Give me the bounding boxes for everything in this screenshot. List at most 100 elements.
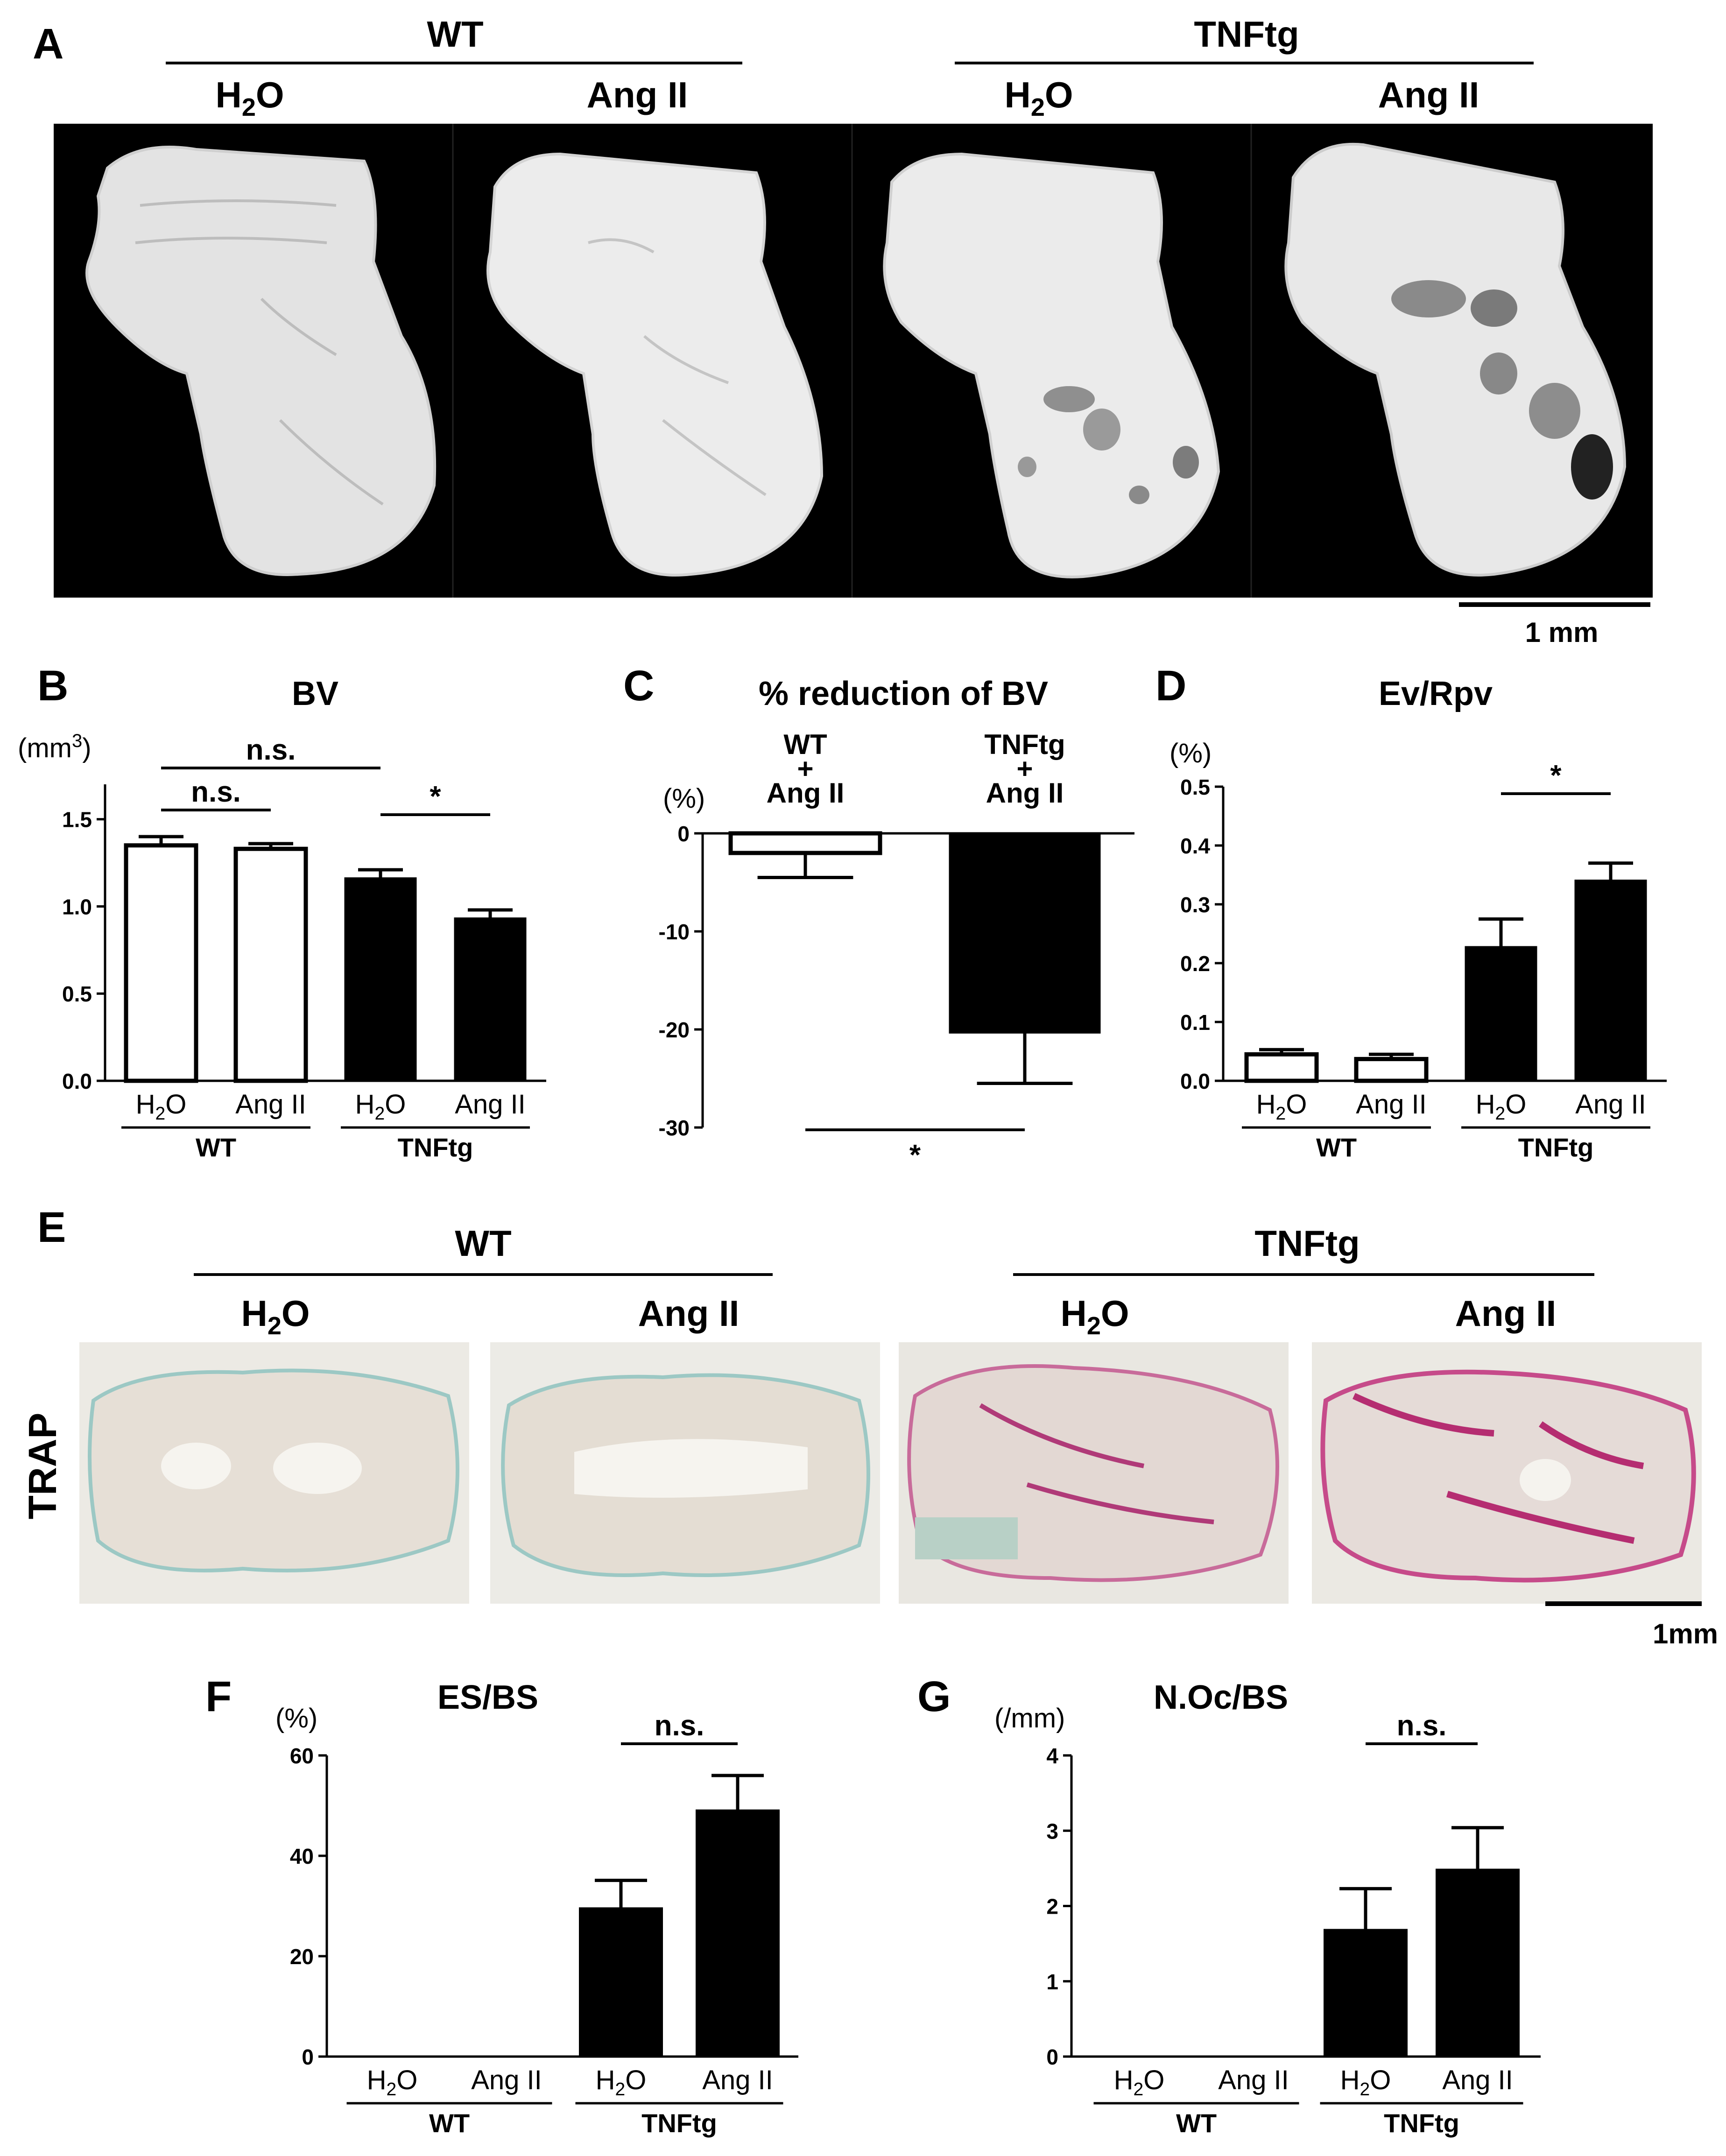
chart-d-group-label: WT — [1316, 1133, 1357, 1162]
chart-g-xtick-label: Ang II — [1218, 2065, 1289, 2095]
chart-g-xtick-label: H2O — [1340, 2065, 1391, 2100]
bone-wt-h2o — [85, 146, 437, 576]
chart-c-sig-label: * — [909, 1139, 921, 1171]
chart-d-bar — [1574, 880, 1647, 1082]
chart-b-bar — [124, 843, 198, 1083]
scale-bar-e-label: 1mm — [1653, 1618, 1718, 1649]
panel-e-label-h2o-1: H2O — [241, 1293, 310, 1340]
chart-f-xtick-label: Ang II — [702, 2065, 773, 2095]
chart-b-ytick-label: 1.0 — [62, 895, 92, 919]
chart-b-bar — [233, 846, 308, 1083]
chart-d-sig-label: * — [1550, 760, 1562, 792]
panel-b-letter: B — [37, 662, 68, 710]
panel-a-label-ang-2: Ang II — [1378, 74, 1479, 115]
chart-f-ytick-label: 60 — [290, 1744, 314, 1768]
panel-a: A WT TNFtg H2O Ang II H2O Ang II — [33, 14, 1653, 648]
chart-f-xtick-label: H2O — [367, 2065, 418, 2100]
panel-a-letter: A — [33, 20, 63, 68]
chart-d-ytick-label: 0.5 — [1180, 775, 1210, 799]
chart-b-xtick-label: Ang II — [455, 1089, 526, 1120]
chart-b-sig-label: n.s. — [246, 734, 296, 766]
chart-c-category-label: TNFtg — [984, 729, 1065, 760]
chart-c-title: % reduction of BV — [759, 675, 1048, 712]
panel-c-letter: C — [623, 662, 654, 710]
chart-f-group-label: WT — [429, 2108, 470, 2138]
chart-c-ytick-label: -30 — [659, 1116, 690, 1140]
scale-bar-a-label: 1 mm — [1525, 617, 1599, 648]
chart-d-xtick-label: H2O — [1476, 1089, 1527, 1124]
chart-b-ylabel: (mm3) — [18, 731, 92, 763]
chart-d-ytick-label: 0.2 — [1180, 951, 1210, 976]
chart-c-ytick-label: -20 — [659, 1018, 690, 1042]
chart-b-title: BV — [292, 675, 338, 712]
chart-f-bar — [579, 1907, 663, 2058]
bone-tnftg-ang — [1284, 142, 1627, 577]
chart-d-ylabel: (%) — [1169, 738, 1212, 768]
chart-f-ytick-label: 0 — [302, 2045, 314, 2069]
chart-b-sig-label: n.s. — [191, 776, 241, 808]
chart-b: B BV (mm3) 0.0 0.5 1.0 1.5 n.s.n.s. * H2O Ang II H2… — [18, 662, 546, 1162]
bone-tnftg-h2o — [883, 152, 1220, 578]
panel-f-letter: F — [205, 1673, 232, 1720]
panel-a-label-h2o-1: H2O — [215, 74, 284, 121]
chart-c-category-label: WT — [783, 729, 827, 760]
chart-c-ytick-label: -10 — [659, 920, 690, 944]
chart-b-ytick-label: 0.0 — [62, 1069, 92, 1093]
chart-d-ytick-label: 0.3 — [1180, 893, 1210, 917]
chart-c-ytick-label: 0 — [677, 822, 690, 846]
panel-a-label-h2o-2: H2O — [1004, 74, 1073, 121]
chart-d-ytick-label: 0.0 — [1180, 1069, 1210, 1093]
panel-e-group-wt: WT — [455, 1223, 511, 1264]
chart-b-xtick-label: Ang II — [235, 1089, 306, 1120]
chart-c-category-label: Ang II — [767, 777, 845, 809]
chart-d-xtick-label: H2O — [1256, 1089, 1307, 1124]
chart-g-ytick-label: 2 — [1046, 1895, 1058, 1919]
chart-g-xtick-label: H2O — [1114, 2065, 1165, 2100]
chart-g-group-label: WT — [1176, 2108, 1217, 2138]
chart-d-title: Ev/Rpv — [1379, 675, 1493, 712]
chart-d-ytick-label: 0.1 — [1180, 1010, 1210, 1035]
chart-d-bar — [1465, 946, 1537, 1082]
chart-d-xtick-label: Ang II — [1356, 1089, 1427, 1120]
chart-f-group-label: TNFtg — [641, 2108, 717, 2138]
chart-g-ytick-label: 4 — [1046, 1744, 1058, 1768]
chart-c-bar — [949, 832, 1101, 1034]
chart-g-ytick-label: 1 — [1046, 1970, 1058, 1994]
chart-f-ytick-label: 40 — [290, 1844, 314, 1868]
chart-d-xtick-label: Ang II — [1575, 1089, 1646, 1120]
chart-c: C% reduction of BV(%)0-10-20-30*WT+Ang I… — [623, 662, 1134, 1171]
bone-wt-ang — [486, 152, 824, 577]
chart-g-xtick-label: Ang II — [1442, 2065, 1513, 2095]
panel-g-letter: G — [917, 1673, 951, 1720]
chart-g-bar — [1324, 1929, 1408, 2058]
chart-g-group-label: TNFtg — [1384, 2108, 1459, 2138]
chart-b-bar — [454, 917, 527, 1082]
panel-d-letter: D — [1155, 662, 1186, 710]
chart-g: G N.Oc/BS (/mm) 0 1 2 3 4 n.s. H2O Ang II H2O Ang II… — [917, 1673, 1541, 2138]
chart-c-category-label: Ang II — [986, 777, 1064, 809]
chart-f-ytick-label: 20 — [290, 1945, 314, 1969]
chart-b-xtick-label: H2O — [355, 1089, 406, 1124]
chart-b-bar — [344, 877, 417, 1082]
chart-d-bar — [1244, 1052, 1319, 1083]
chart-b-group-label: TNFtg — [398, 1133, 473, 1162]
chart-g-ytick-label: 3 — [1046, 1819, 1058, 1843]
chart-d-group-label: TNFtg — [1518, 1133, 1594, 1162]
chart-b-xtick-label: H2O — [136, 1089, 187, 1124]
trap-label: TRAP — [21, 1413, 64, 1520]
chart-f-ylabel: (%) — [275, 1703, 317, 1733]
chart-c-category-label: + — [1016, 753, 1033, 784]
chart-b-sig-label: * — [430, 781, 441, 813]
panel-e-group-tnftg: TNFtg — [1254, 1223, 1360, 1264]
chart-c-bar — [728, 831, 882, 855]
panel-e-label-ang-1: Ang II — [638, 1293, 740, 1334]
chart-d-bar — [1354, 1057, 1429, 1083]
chart-b-group-label: WT — [196, 1133, 236, 1162]
chart-g-sig-label: n.s. — [1397, 1710, 1447, 1742]
chart-c-category-label: + — [797, 753, 813, 784]
chart-c-ylabel: (%) — [663, 783, 705, 814]
chart-f-sig-label: n.s. — [655, 1710, 704, 1742]
chart-f-bar — [696, 1809, 780, 2058]
